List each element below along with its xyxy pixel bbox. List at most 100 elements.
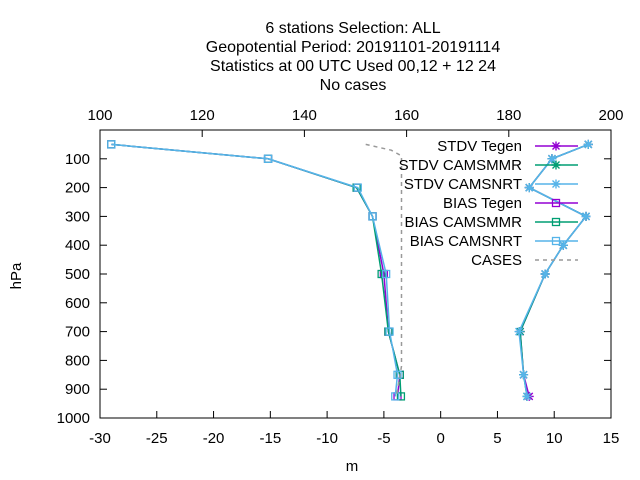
x2-tick-label: 180 <box>496 107 521 124</box>
legend: STDV Tegen STDV CAMSMMR STDV CAMSNRT BIAS T… <box>399 138 578 269</box>
data-point <box>551 198 561 208</box>
series <box>365 143 403 397</box>
legend-item: STDV CAMSNRT <box>404 176 578 193</box>
data-point <box>551 217 561 227</box>
data-point <box>581 211 591 221</box>
point-glyph <box>547 154 557 164</box>
x2-tick-label: 160 <box>394 107 419 124</box>
y-tick-label: 500 <box>65 266 90 283</box>
point-glyph <box>514 327 524 337</box>
x2-tick-label: 200 <box>598 107 623 124</box>
legend-label: STDV CAMSNRT <box>404 176 522 193</box>
point-glyph <box>551 141 561 151</box>
x-tick-label: 0 <box>436 430 444 447</box>
y-tick-label: 100 <box>65 151 90 168</box>
series <box>515 139 593 401</box>
x-tick-label: 15 <box>603 430 620 447</box>
y-tick-label: 400 <box>65 237 90 254</box>
title-line-1: 6 stations Selection: ALL <box>265 20 440 37</box>
data-point <box>583 139 593 149</box>
x2-tick-label: 120 <box>190 107 215 124</box>
legend-item: CASES <box>471 252 578 269</box>
data-point <box>385 327 394 336</box>
data-point <box>368 212 377 221</box>
point-glyph <box>558 240 568 250</box>
x-tick-label: -30 <box>89 430 111 447</box>
x2-tick-label: 100 <box>87 107 112 124</box>
data-point <box>396 392 406 401</box>
data-point <box>391 392 400 401</box>
point-glyph <box>583 139 593 149</box>
data-point <box>377 269 386 279</box>
data-point <box>107 140 116 149</box>
title-line-3: Statistics at 00 UTC Used 00,12 + 12 24 <box>210 58 496 75</box>
y-axis-label: hPa <box>8 262 25 289</box>
series <box>514 139 593 401</box>
data-point <box>263 154 273 163</box>
y-tick-label: 600 <box>65 295 90 312</box>
legend-label: STDV Tegen <box>437 138 522 155</box>
point-glyph <box>522 391 532 401</box>
point-glyph <box>540 269 550 279</box>
y-tick-label: 200 <box>65 180 90 197</box>
data-point <box>551 236 561 246</box>
x-tick-label: 5 <box>493 430 501 447</box>
data-point <box>547 154 557 164</box>
x-axis-label: m <box>346 458 359 475</box>
legend-label: BIAS CAMSNRT <box>410 233 522 250</box>
series <box>107 140 404 401</box>
point-glyph <box>581 211 591 221</box>
data-point <box>514 327 524 337</box>
plot-axes: -30 -25 -20 -15 -10 -5 0 5 10 15 100 120 140 160 180 20… <box>57 107 624 447</box>
data-point <box>540 269 550 279</box>
point-glyph <box>551 160 561 170</box>
data-point <box>524 183 534 193</box>
point-glyph <box>519 370 529 380</box>
point-glyph <box>524 183 534 193</box>
y-tick-label: 1000 <box>57 410 90 427</box>
legend-item: STDV Tegen <box>437 138 578 155</box>
legend-item: BIAS CAMSMMR <box>404 214 578 231</box>
legend-item: STDV CAMSMMR <box>399 157 578 174</box>
point-glyph <box>551 179 561 189</box>
x-tick-label: -5 <box>377 430 390 447</box>
x-tick-label: -15 <box>259 430 281 447</box>
x-tick-label: -20 <box>203 430 225 447</box>
data-point <box>382 269 391 279</box>
series <box>107 140 406 401</box>
y-tick-label: 300 <box>65 208 90 225</box>
legend-label: CASES <box>471 252 522 269</box>
title-line-4: No cases <box>320 77 387 94</box>
legend-item: BIAS Tegen <box>443 195 578 212</box>
series-line <box>111 143 402 397</box>
legend-label: BIAS Tegen <box>443 195 522 212</box>
title-line-2: Geopotential Period: 20191101-20191114 <box>206 39 501 56</box>
series <box>515 139 593 401</box>
data-point <box>551 179 561 189</box>
legend-label: STDV CAMSMMR <box>399 157 523 174</box>
plot-series <box>107 139 593 401</box>
data-point <box>393 370 402 379</box>
x2-tick-label: 140 <box>292 107 317 124</box>
y-tick-label: 700 <box>65 324 90 341</box>
series-line <box>365 143 403 397</box>
data-point <box>353 183 362 192</box>
data-point <box>558 240 568 250</box>
data-point <box>519 370 529 380</box>
y-tick-label: 900 <box>65 381 90 398</box>
x-tick-label: 10 <box>546 430 563 447</box>
series-line <box>111 143 401 397</box>
x-tick-label: -10 <box>316 430 338 447</box>
legend-label: BIAS CAMSMMR <box>404 214 522 231</box>
series <box>107 140 402 401</box>
plot-frame <box>99 129 612 419</box>
x-tick-label: -25 <box>146 430 168 447</box>
series-line <box>111 143 399 397</box>
data-point <box>522 391 532 401</box>
data-point <box>551 141 561 151</box>
chart-title: 6 stations Selection: ALL Geopotential P… <box>206 20 501 94</box>
legend-item: BIAS CAMSNRT <box>410 233 578 250</box>
y-tick-label: 800 <box>65 352 90 369</box>
data-point <box>551 160 561 170</box>
